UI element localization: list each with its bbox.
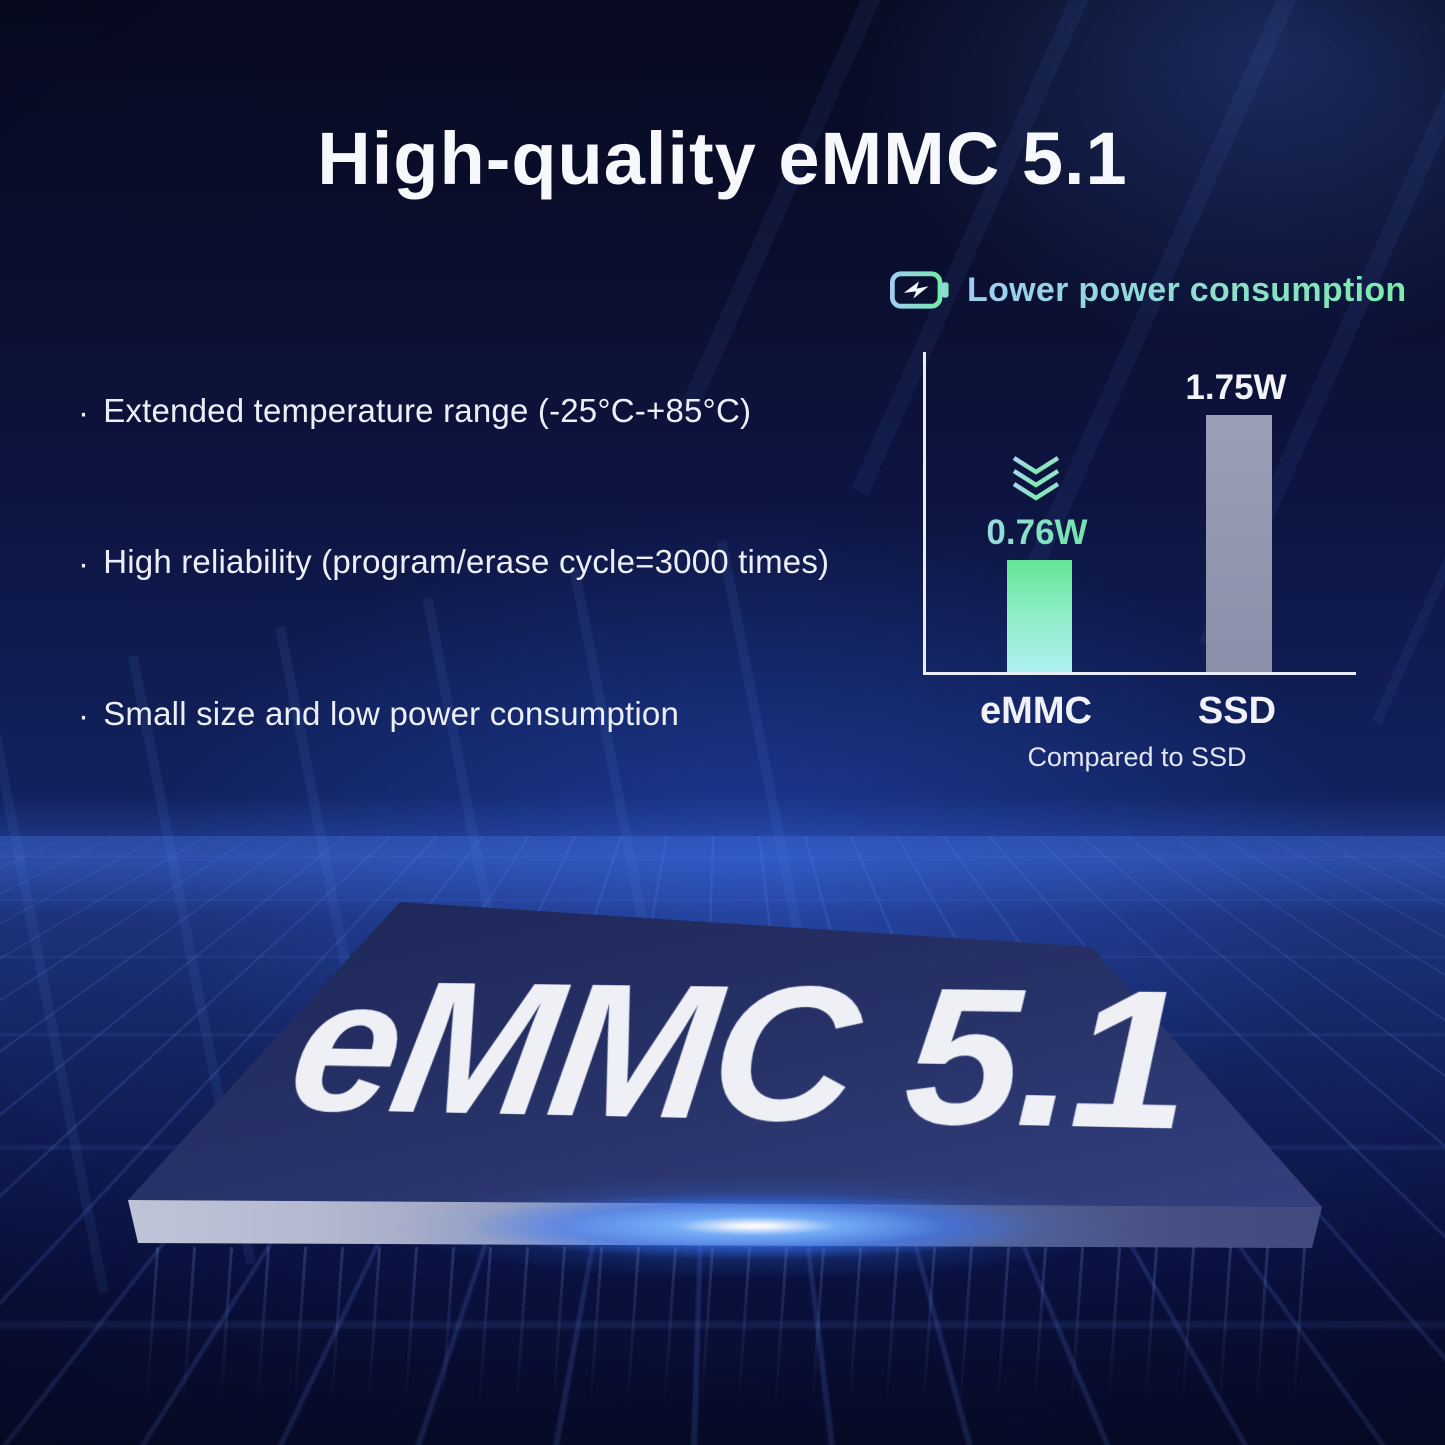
feature-text: Extended temperature range (-25°C-+85°C) xyxy=(103,392,752,429)
chart-legend: Lower power consumption xyxy=(889,270,1406,310)
bullet-dot: · xyxy=(78,696,90,734)
bullet-dot: · xyxy=(78,394,90,431)
value-label-ssd: 1.75W xyxy=(1185,368,1287,407)
triple-chevron-down-icon xyxy=(1012,456,1060,501)
bar-emmc xyxy=(1007,560,1072,672)
feature-item: · High reliability (program/erase cycle=… xyxy=(78,543,829,584)
value-label-emmc: 0.76W xyxy=(957,513,1117,553)
feature-list: · Extended temperature range (-25°C-+85°… xyxy=(78,392,829,846)
legend-label: Lower power consumption xyxy=(967,270,1407,309)
chip-edge-glow xyxy=(385,1183,1125,1269)
page-title: High-quality eMMC 5.1 xyxy=(317,117,1128,200)
axis-label-emmc: eMMC xyxy=(980,690,1092,732)
feature-text: High reliability (program/erase cycle=30… xyxy=(103,543,830,581)
battery-charging-icon xyxy=(890,271,949,309)
feature-text: Small size and low power consumption xyxy=(103,694,680,732)
chip-label: eMMC 5.1 xyxy=(273,944,1184,1174)
bullet-dot: · xyxy=(78,545,90,583)
bar-ssd xyxy=(1206,415,1272,672)
axis-label-ssd: SSD xyxy=(1197,690,1277,732)
feature-item: · Extended temperature range (-25°C-+85°… xyxy=(78,392,829,433)
feature-item: · Small size and low power consumption xyxy=(78,695,829,736)
chart-caption: Compared to SSD xyxy=(1027,742,1247,772)
bar-chart xyxy=(923,352,1356,675)
